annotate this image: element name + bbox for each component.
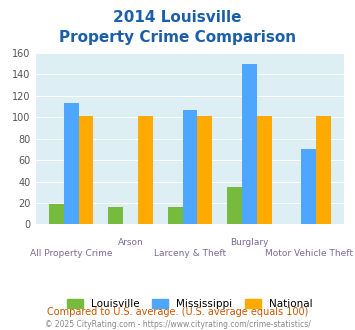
Text: Burglary: Burglary	[230, 238, 269, 247]
Text: Compared to U.S. average. (U.S. average equals 100): Compared to U.S. average. (U.S. average …	[47, 307, 308, 317]
Bar	[78, 116, 93, 224]
Bar	[227, 187, 242, 224]
Text: Larceny & Theft: Larceny & Theft	[154, 249, 226, 258]
Bar	[64, 103, 78, 224]
Text: Property Crime Comparison: Property Crime Comparison	[59, 30, 296, 45]
Bar	[316, 116, 331, 224]
Bar	[138, 116, 153, 224]
Bar	[242, 63, 257, 224]
Bar	[108, 207, 123, 224]
Text: 2014 Louisville: 2014 Louisville	[113, 10, 242, 25]
Bar	[257, 116, 272, 224]
Text: Arson: Arson	[118, 238, 143, 247]
Text: Motor Vehicle Theft: Motor Vehicle Theft	[265, 249, 353, 258]
Legend: Louisville, Mississippi, National: Louisville, Mississippi, National	[63, 295, 317, 314]
Text: © 2025 CityRating.com - https://www.cityrating.com/crime-statistics/: © 2025 CityRating.com - https://www.city…	[45, 320, 310, 329]
Bar	[197, 116, 212, 224]
Bar	[301, 149, 316, 224]
Text: All Property Crime: All Property Crime	[30, 249, 113, 258]
Bar	[49, 204, 64, 224]
Bar	[182, 110, 197, 224]
Bar	[168, 207, 182, 224]
